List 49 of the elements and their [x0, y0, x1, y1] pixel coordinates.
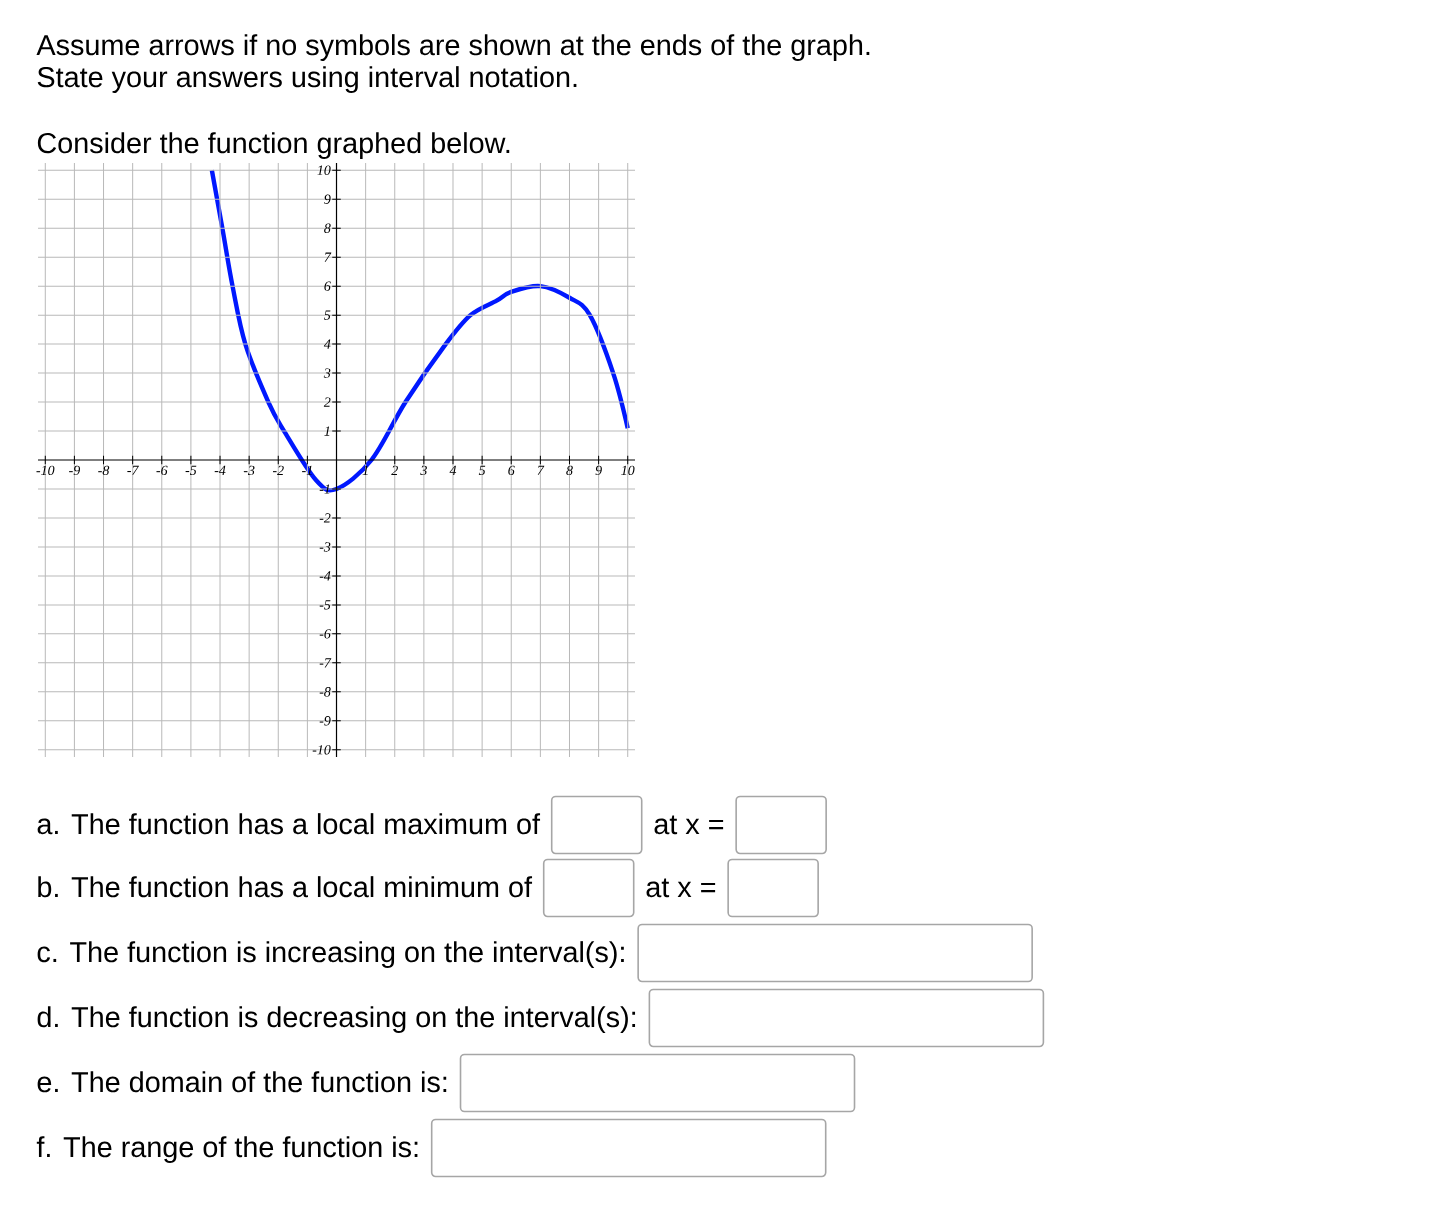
text: f. The range of the function is:	[36, 1136, 418, 1164]
y-tick-label: 10	[317, 165, 331, 175]
text: at x =	[654, 815, 724, 835]
chart-subtitle: State your answers using interval notation.	[37, 66, 577, 93]
x-tick-label: -5	[185, 465, 197, 475]
x-tick-label: 9	[595, 465, 602, 476]
y-tick-label: -10	[312, 745, 331, 755]
x-tick-label: 10	[621, 465, 635, 476]
text: b. The function has a local minimum of	[38, 876, 533, 898]
text: c. The function is increasing on the interval(s):	[37, 941, 624, 968]
x-tick-label: 2	[391, 465, 398, 475]
x-tick-label: 7	[537, 465, 545, 475]
y-tick-label: -4	[319, 571, 331, 581]
y-tick-label: -3	[319, 542, 331, 552]
x-tick-label: 4	[449, 465, 457, 475]
chart-title: Assume arrows if no symbols are shown at the ends of the graph.	[36, 34, 870, 61]
x-tick-label: 6	[508, 465, 515, 476]
y-tick-label: -9	[319, 716, 331, 726]
y-tick-label: 2	[323, 397, 331, 407]
y-tick-label: 5	[324, 310, 331, 320]
y-tick-label: 7	[324, 252, 332, 262]
text: e. The domain of the function is:	[37, 1071, 447, 1093]
y-tick-label: -6	[319, 629, 331, 639]
x-tick-label: -3	[243, 465, 255, 476]
x-tick-label: -10	[36, 465, 55, 476]
x-tick-label: -6	[156, 465, 168, 476]
y-tick-label: -8	[319, 687, 331, 697]
text: a. The function has a local maximum of	[37, 813, 541, 835]
y-tick-label: 8	[324, 223, 331, 233]
y-tick-label: 6	[324, 281, 331, 291]
text: Consider the function graphed below.	[37, 132, 510, 159]
y-tick-label: -2	[319, 513, 331, 523]
text: at x =	[646, 878, 716, 898]
y-tick-label: 9	[324, 194, 331, 204]
x-tick-label: 5	[478, 465, 486, 475]
x-tick-label: -9	[69, 465, 81, 476]
y-tick-label: 4	[323, 339, 331, 349]
y-tick-label: -5	[319, 600, 331, 610]
x-tick-label: -2	[272, 465, 284, 475]
x-tick-label: 8	[566, 465, 573, 476]
y-tick-label: 1	[324, 426, 330, 436]
text: d. The function is decreasing on the interval(s):	[37, 1006, 636, 1034]
x-tick-label: 3	[420, 465, 427, 476]
y-tick-label: -7	[319, 658, 332, 668]
x-tick-label: -7	[127, 465, 139, 475]
x-tick-label: 1	[362, 465, 368, 475]
y-tick-label: 3	[323, 368, 331, 378]
x-tick-label: -8	[98, 465, 110, 476]
x-tick-label: -4	[214, 465, 226, 475]
